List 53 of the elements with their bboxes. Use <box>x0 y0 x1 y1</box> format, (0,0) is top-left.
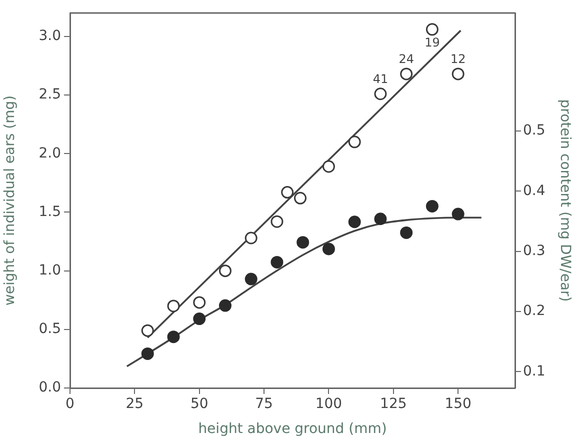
point <box>141 347 154 360</box>
point <box>296 236 310 249</box>
point <box>193 296 206 309</box>
point <box>426 23 438 36</box>
annotation: 41 <box>372 72 388 86</box>
annotation: 19 <box>424 36 440 50</box>
y2-tick-label: 0.2 <box>523 303 546 320</box>
annotation: 12 <box>450 52 466 66</box>
point <box>322 242 335 256</box>
point <box>400 226 413 239</box>
y-axis-title: weight of individual ears (mg) <box>2 95 18 306</box>
x-axis-title: height above ground (mm) <box>198 421 387 438</box>
point <box>400 68 413 80</box>
annotation: 24 <box>398 52 414 66</box>
y-tick-label: 0.0 <box>38 380 61 396</box>
point <box>452 208 464 220</box>
point <box>218 299 232 312</box>
point <box>374 88 387 100</box>
point <box>193 312 206 326</box>
point <box>281 186 294 199</box>
point <box>218 264 232 278</box>
point <box>167 330 180 344</box>
point <box>426 200 438 212</box>
y-tick-label: 0.5 <box>38 321 61 338</box>
point <box>270 215 284 228</box>
y2-tick-label: 0.1 <box>523 363 546 380</box>
x-tick-label: 75 <box>255 396 273 412</box>
x-tick-label: 125 <box>380 396 407 412</box>
point <box>244 272 258 286</box>
point <box>167 300 180 312</box>
point <box>294 192 307 204</box>
y-tick-label: 3.0 <box>38 28 61 44</box>
x-tick-label: 25 <box>126 396 144 412</box>
point <box>348 216 361 228</box>
y2-axis-title: protein content (mg DW/ear) <box>556 99 573 302</box>
point <box>244 232 258 244</box>
point <box>374 212 387 226</box>
y-tick-label: 2.0 <box>38 145 61 162</box>
y2-tick-label: 0.5 <box>523 122 546 139</box>
point <box>270 256 284 268</box>
y2-tick-label: 0.4 <box>523 182 546 199</box>
y-tick-label: 2.5 <box>38 86 61 103</box>
y-tick-label: 1.5 <box>38 204 61 220</box>
x-tick-label: 0 <box>66 396 74 412</box>
point <box>141 324 154 337</box>
x-tick-label: 100 <box>315 396 342 412</box>
point <box>452 68 464 80</box>
x-tick-label: 50 <box>190 396 208 412</box>
x-tick-label: 150 <box>444 396 472 412</box>
y2-tick-label: 0.3 <box>523 243 546 260</box>
y-tick-label: 1.0 <box>38 262 61 278</box>
point <box>322 160 335 173</box>
point <box>348 136 361 148</box>
